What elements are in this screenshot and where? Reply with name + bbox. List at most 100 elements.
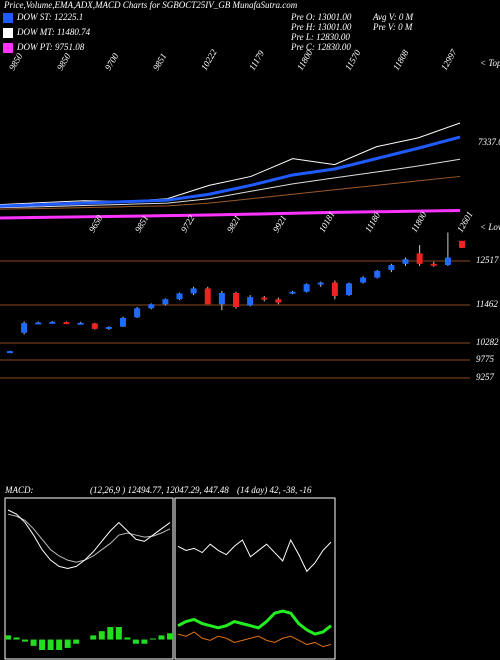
info-text: Pre L: 12830.00 <box>290 32 350 42</box>
top-date: 12997 <box>439 47 459 72</box>
macd-bar <box>13 637 20 640</box>
candle-body <box>21 323 28 333</box>
info-text: Avg V: 0 M <box>372 12 414 22</box>
candle-body <box>289 291 296 294</box>
candle-body <box>49 321 56 324</box>
macd-bar <box>56 639 63 650</box>
low-date: 9921 <box>271 213 289 234</box>
tops-label: < Tops <box>480 58 500 68</box>
ema-line <box>0 135 461 208</box>
macd-bar <box>158 635 165 640</box>
candle-body <box>91 323 98 329</box>
candle-body <box>134 308 141 318</box>
candle-body <box>218 292 225 305</box>
ema-line <box>0 209 461 220</box>
macd-bar <box>73 639 80 644</box>
top-date: 9851 <box>151 51 169 72</box>
adx-label: (14 day) 42, -38, -16 <box>237 485 312 495</box>
macd-bar <box>124 637 131 640</box>
info-text: Pre O: 13001.00 <box>290 12 352 22</box>
legend-swatch <box>3 43 13 53</box>
level-label: 9257 <box>476 372 495 382</box>
legend-label: DOW PT: 9751.08 <box>16 42 85 52</box>
low-date: 11180 <box>363 210 382 234</box>
candle-body <box>176 293 183 300</box>
candle-body <box>402 259 409 264</box>
candle-body <box>7 351 13 354</box>
macd-bar <box>39 639 46 650</box>
low-date: 11800 <box>409 210 429 234</box>
candle-body <box>331 282 338 296</box>
candle-body <box>233 292 239 307</box>
macd-bar <box>141 639 148 644</box>
macd-bar <box>98 631 105 640</box>
low-date: 12601 <box>455 210 475 234</box>
candle-body <box>430 263 437 266</box>
adx-line <box>177 609 332 636</box>
macd-bar <box>149 638 156 640</box>
macd-bar <box>47 639 54 650</box>
candle-body <box>275 299 282 303</box>
candle-body <box>374 270 381 278</box>
candle-body <box>317 282 324 285</box>
candle-body <box>148 304 155 309</box>
candle-body <box>204 288 211 305</box>
candle-body <box>388 265 395 271</box>
macd-params: (12,26,9 ) 12494.77, 12047.29, 447.48 <box>90 485 229 495</box>
candle-body <box>261 297 268 300</box>
top-date: 11179 <box>247 48 266 72</box>
candle-body <box>63 322 70 325</box>
lows-label: < Lows <box>480 222 500 232</box>
candle-body <box>360 277 367 283</box>
macd-bar <box>22 639 29 642</box>
macd-line <box>7 509 171 570</box>
candle-body <box>416 253 423 264</box>
adx-frame <box>174 497 336 660</box>
macd-bar <box>64 639 71 648</box>
candle-body <box>105 326 112 329</box>
macd-bar <box>30 639 37 646</box>
top-date: 10222 <box>199 47 219 72</box>
candle-body <box>162 299 169 305</box>
chart-title: Price,Volume,EMA,ADX,MACD Charts for SGB… <box>3 0 298 10</box>
candle-body <box>190 288 197 294</box>
macd-label: MACD: <box>4 485 34 495</box>
ema-line <box>0 175 461 210</box>
ema-line <box>0 158 461 209</box>
macd-bar <box>90 635 97 640</box>
macd-bar <box>167 633 173 640</box>
macd-bar <box>107 627 114 640</box>
candle-body <box>459 240 465 248</box>
top-date: 9850 <box>55 51 73 72</box>
low-date: 9821 <box>225 213 243 234</box>
top-date: 11808 <box>391 48 411 72</box>
level-label: 11462 <box>476 299 498 309</box>
minus-di-line <box>177 631 332 648</box>
level-label: 9775 <box>476 354 495 364</box>
info-text: Pre C: 12830.00 <box>290 42 351 52</box>
macd-bar <box>115 627 122 640</box>
info-text: Pre V: 0 M <box>372 22 413 32</box>
candle-body <box>77 322 84 325</box>
legend-label: DOW MT: 11480.74 <box>16 27 91 37</box>
info-text: Pre H: 13001.00 <box>290 22 352 32</box>
top-date: 9700 <box>103 51 121 72</box>
legend-swatch <box>3 28 13 38</box>
candle-body <box>346 283 352 296</box>
candle-body <box>247 297 254 306</box>
legend-label: DOW ST: 12225.1 <box>16 12 83 22</box>
candle-body <box>303 284 310 292</box>
signal-line <box>7 513 171 563</box>
top-date: 9850 <box>7 51 25 72</box>
level-label: 12517 <box>476 255 499 265</box>
plus-di-line <box>177 538 332 573</box>
macd-bar <box>132 639 139 644</box>
legend-swatch <box>3 13 13 23</box>
level-label: 10282 <box>476 337 499 347</box>
macd-bar <box>5 635 11 640</box>
candle-body <box>120 317 126 327</box>
candle-body <box>35 322 42 325</box>
ema-line <box>0 122 461 206</box>
macd-frame <box>4 497 174 660</box>
